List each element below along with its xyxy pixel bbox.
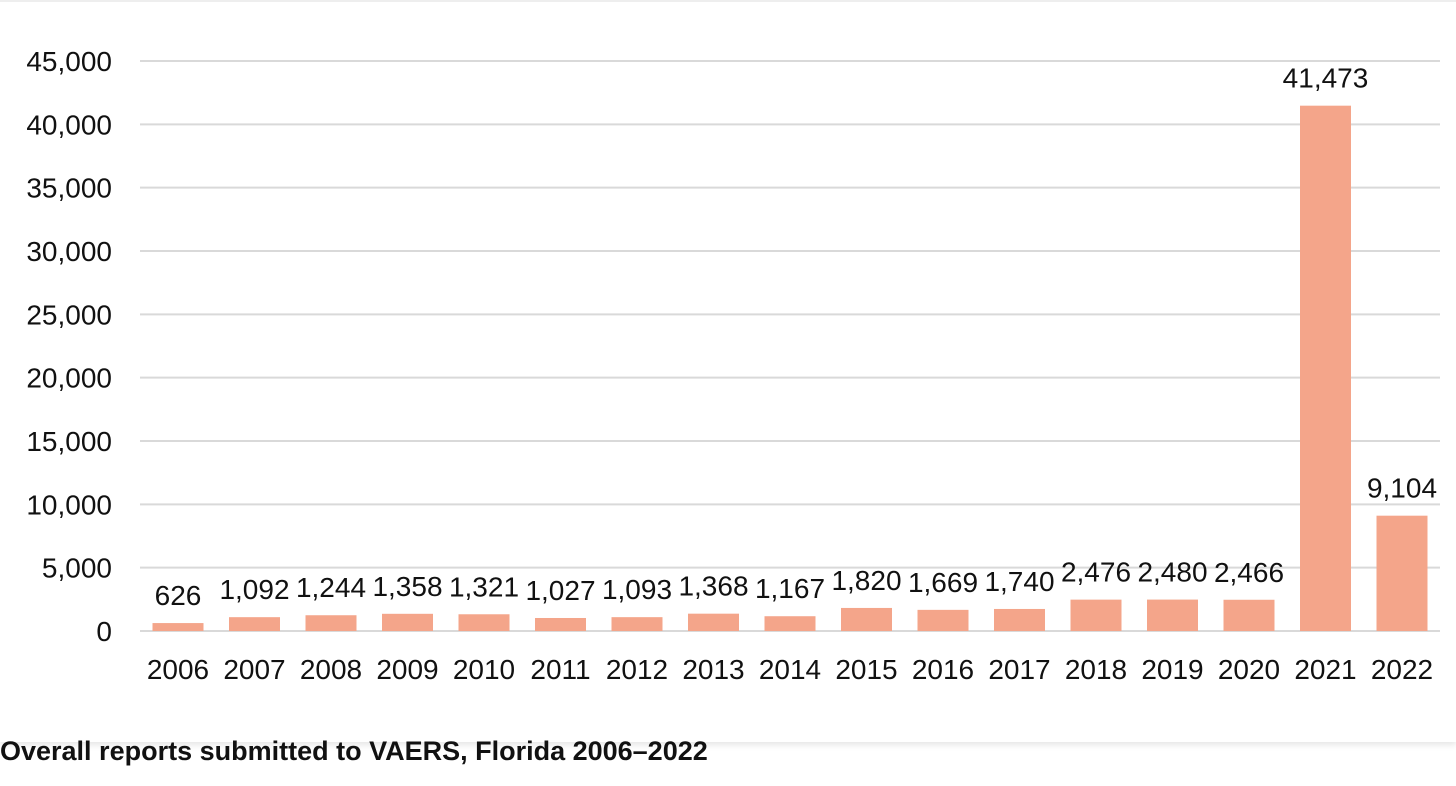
y-tick-label: 0 [96,616,112,647]
data-label-2022: 9,104 [1367,473,1437,504]
data-label-2019: 2,480 [1137,557,1207,588]
bar-2008 [305,615,357,631]
data-label-2014: 1,167 [755,573,825,604]
y-tick-label: 30,000 [26,236,112,267]
x-tick-label: 2022 [1371,654,1433,685]
data-label-2020: 2,466 [1214,557,1284,588]
bar-2022 [1376,515,1428,631]
data-label-2006: 626 [155,580,202,611]
data-label-2011: 1,027 [525,575,595,606]
bars [152,105,1428,631]
x-tick-label: 2016 [912,654,974,685]
x-tick-label: 2008 [300,654,362,685]
bar-2020 [1223,599,1275,631]
chart-card: 0 5,000 10,000 15,000 20,000 25,000 30,000 35,0… [0,0,1456,685]
x-axis-ticks: 2006 2007 2008 2009 2010 2011 2012 2013 2014 2015… [147,654,1433,685]
x-tick-label: 2014 [759,654,821,685]
x-tick-label: 2007 [223,654,285,685]
gridlines [140,60,1440,632]
data-labels: 626 1,092 1,244 1,358 1,321 1,027 1,093 1,368 1,… [155,63,1437,611]
data-label-2017: 1,740 [984,566,1054,597]
bar-2018 [1070,599,1122,631]
x-tick-label: 2013 [682,654,744,685]
bar-2013 [688,613,739,631]
x-tick-label: 2020 [1218,654,1280,685]
y-tick-label: 35,000 [26,173,112,204]
bar-2017 [994,608,1045,631]
x-tick-label: 2021 [1294,654,1356,685]
x-tick-label: 2010 [453,654,515,685]
data-label-2021: 41,473 [1283,63,1369,94]
y-tick-label: 45,000 [26,46,112,77]
bar-2007 [229,617,280,631]
bar-2011 [535,617,586,631]
x-tick-label: 2012 [606,654,668,685]
bar-2006 [152,623,204,631]
bar-2016 [917,609,969,631]
chart-caption: Overall reports submitted to VAERS, Flor… [0,736,708,766]
bar-chart: 0 5,000 10,000 15,000 20,000 25,000 30,000 35,0… [26,46,1440,685]
data-label-2016: 1,669 [908,567,978,598]
y-tick-label: 25,000 [26,299,112,330]
x-tick-label: 2006 [147,654,209,685]
x-tick-label: 2011 [530,654,590,685]
data-label-2013: 1,368 [678,571,748,602]
bar-2014 [764,616,816,631]
data-label-2015: 1,820 [831,565,901,596]
data-label-2010: 1,321 [449,571,519,602]
x-tick-label: 2015 [835,654,897,685]
y-tick-label: 40,000 [26,109,112,140]
x-tick-label: 2017 [988,654,1050,685]
data-label-2007: 1,092 [219,574,289,605]
bar-2015 [841,607,892,631]
bar-2021 [1300,105,1351,631]
bar-2012 [611,617,663,631]
bar-2009 [382,613,433,631]
y-tick-label: 10,000 [26,489,112,520]
y-tick-label: 20,000 [26,363,112,394]
y-axis-ticks: 0 5,000 10,000 15,000 20,000 25,000 30,000 35,0… [26,46,112,647]
data-label-2012: 1,093 [602,574,672,605]
x-tick-label: 2018 [1065,654,1127,685]
data-label-2008: 1,244 [296,572,366,603]
data-label-2018: 2,476 [1061,557,1131,588]
data-label-2009: 1,358 [372,571,442,602]
bar-2019 [1147,599,1198,631]
y-tick-label: 15,000 [26,426,112,457]
x-tick-label: 2019 [1141,654,1203,685]
bar-2010 [458,614,510,631]
x-tick-label: 2009 [376,654,438,685]
y-tick-label: 5,000 [42,553,112,584]
